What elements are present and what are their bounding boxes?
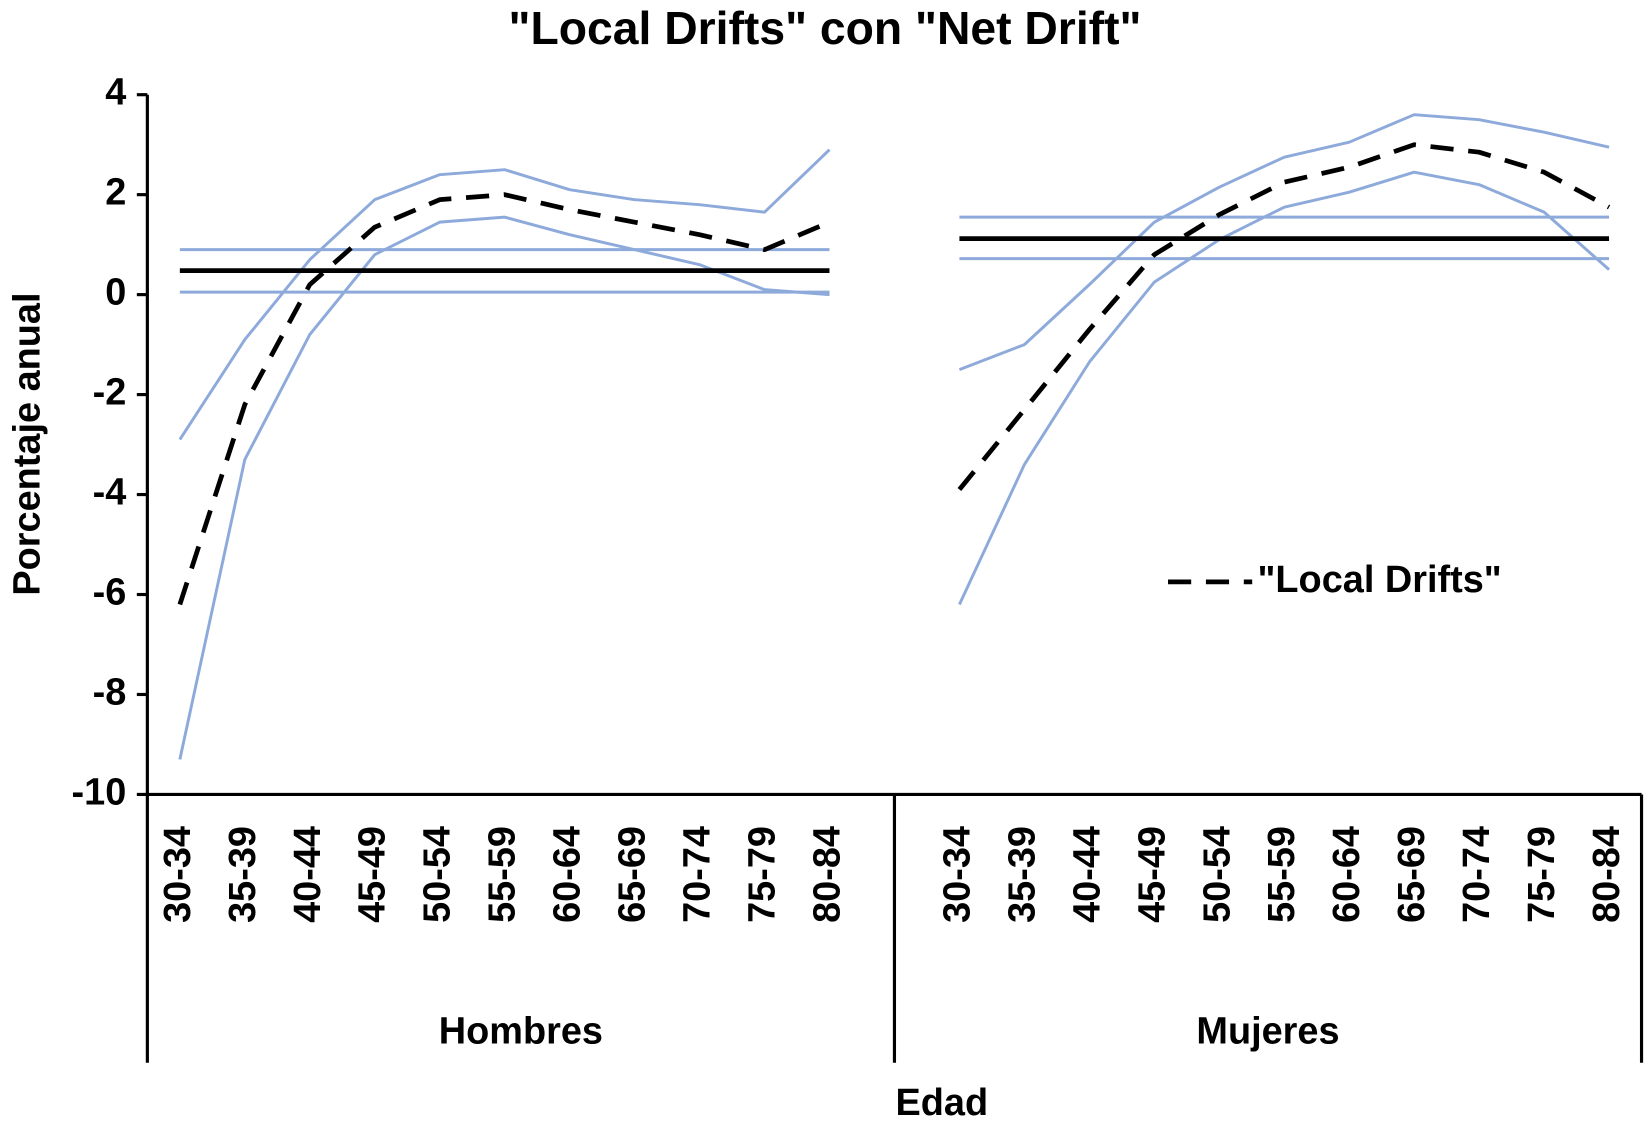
x-tick-label: 75-79 <box>1521 826 1563 923</box>
x-tick-label: 50-54 <box>417 826 459 923</box>
group-label: Mujeres <box>1196 1010 1339 1052</box>
y-tick-label: 0 <box>105 272 126 314</box>
x-tick-label: 35-39 <box>222 826 264 923</box>
x-tick-label: 30-34 <box>157 826 199 923</box>
x-tick-label: 30-34 <box>936 826 978 923</box>
x-tick-label: 70-74 <box>1456 826 1498 923</box>
x-tick-label: 35-39 <box>1001 826 1043 923</box>
x-tick-label: 45-49 <box>1131 826 1173 923</box>
legend-label: "Local Drifts" <box>1257 559 1501 601</box>
y-tick-label: -8 <box>93 671 127 713</box>
line-series <box>179 257 1610 294</box>
y-axis-label: Porcentaje anual <box>7 292 49 595</box>
x-tick-label: 55-59 <box>1261 826 1303 923</box>
line-series <box>178 113 1610 441</box>
y-tick-label: 2 <box>105 172 126 214</box>
x-tick-label: 50-54 <box>1196 826 1238 923</box>
y-tick-label: -10 <box>72 771 127 813</box>
y-tick-label: -6 <box>93 572 127 614</box>
y-tick-label: -4 <box>93 472 127 514</box>
x-axis-label: Edad <box>895 1082 988 1124</box>
x-tick-label: 40-44 <box>287 826 329 923</box>
x-tick-label: 65-69 <box>1391 826 1433 923</box>
chart-title: "Local Drifts" con "Net Drift" <box>509 2 1142 54</box>
y-tick-label: -2 <box>93 372 127 414</box>
y-tick-label: 4 <box>105 72 126 114</box>
x-tick-label: 65-69 <box>612 826 654 923</box>
x-tick-label: 80-84 <box>1586 826 1628 923</box>
line-series <box>179 215 1610 252</box>
line-series <box>178 170 1611 760</box>
x-tick-label: 60-64 <box>547 826 589 923</box>
line-series <box>177 142 1611 606</box>
x-tick-label: 60-64 <box>1326 826 1368 923</box>
x-tick-label: 70-74 <box>677 826 719 923</box>
group-label: Hombres <box>439 1010 603 1052</box>
x-tick-label: 80-84 <box>806 826 848 923</box>
x-tick-label: 55-59 <box>482 826 524 923</box>
line-series <box>179 236 1610 274</box>
x-tick-label: 40-44 <box>1066 826 1108 923</box>
x-tick-label: 75-79 <box>742 826 784 923</box>
x-tick-label: 45-49 <box>352 826 394 923</box>
